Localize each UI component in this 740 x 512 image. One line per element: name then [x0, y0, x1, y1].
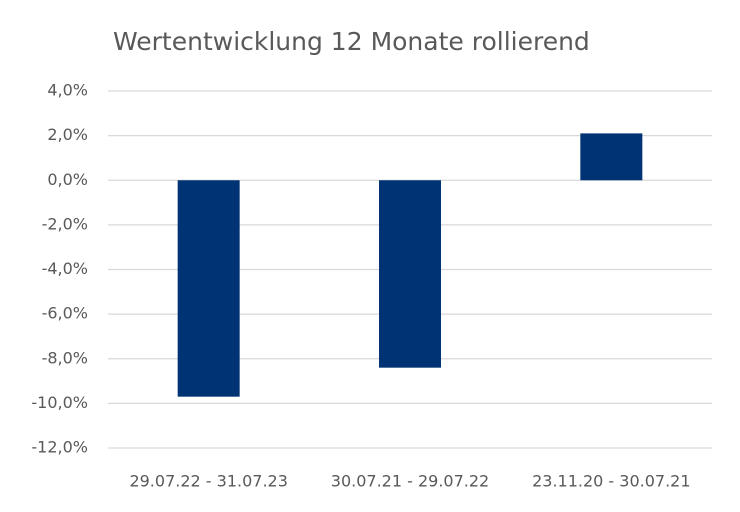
bar	[177, 180, 240, 397]
y-tick-label: -10,0%	[31, 393, 88, 412]
y-tick-label: -6,0%	[42, 304, 88, 323]
y-tick-label: -8,0%	[42, 348, 88, 367]
y-tick-label: 2,0%	[47, 125, 88, 144]
bar	[379, 180, 441, 368]
y-tick-label: 4,0%	[47, 81, 88, 100]
x-tick-label: 29.07.22 - 31.07.23	[129, 472, 287, 491]
y-tick-label: -2,0%	[42, 214, 88, 233]
x-tick-label: 23.11.20 - 30.07.21	[532, 472, 690, 491]
x-tick-label: 30.07.21 - 29.07.22	[331, 472, 489, 491]
y-tick-label: -4,0%	[42, 259, 88, 278]
y-tick-label: 0,0%	[47, 170, 88, 189]
y-tick-label: -12,0%	[31, 438, 88, 457]
chart-title: Wertentwicklung 12 Monate rollierend	[113, 27, 590, 56]
bar	[580, 133, 643, 181]
